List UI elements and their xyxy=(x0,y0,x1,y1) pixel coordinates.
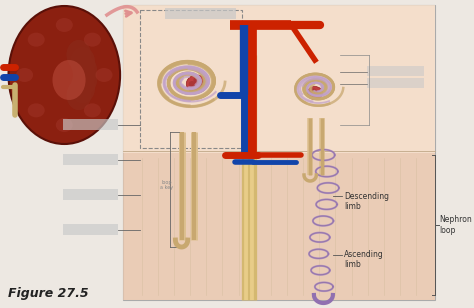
Ellipse shape xyxy=(9,6,120,144)
Ellipse shape xyxy=(186,75,207,93)
Ellipse shape xyxy=(73,64,97,95)
Ellipse shape xyxy=(73,55,97,86)
Ellipse shape xyxy=(307,87,322,99)
Ellipse shape xyxy=(71,73,95,103)
Ellipse shape xyxy=(56,18,73,32)
Text: Nephron
loop: Nephron loop xyxy=(440,215,473,235)
Ellipse shape xyxy=(315,91,320,95)
Ellipse shape xyxy=(56,118,73,132)
Ellipse shape xyxy=(84,33,101,47)
Ellipse shape xyxy=(193,85,200,91)
Ellipse shape xyxy=(189,81,195,87)
Ellipse shape xyxy=(27,33,45,47)
Text: Ascending
limb: Ascending limb xyxy=(344,250,384,270)
Text: loop
a key: loop a key xyxy=(160,180,173,190)
Ellipse shape xyxy=(311,94,316,98)
Bar xyxy=(367,78,424,88)
Ellipse shape xyxy=(84,103,101,117)
Bar xyxy=(165,8,237,19)
Ellipse shape xyxy=(193,77,200,83)
Bar xyxy=(123,5,435,300)
Bar xyxy=(140,10,242,148)
Text: Descending
limb: Descending limb xyxy=(344,192,389,211)
Ellipse shape xyxy=(198,81,205,87)
Bar xyxy=(64,119,118,130)
Bar xyxy=(64,224,118,235)
Bar xyxy=(64,189,118,200)
Ellipse shape xyxy=(16,68,33,82)
Ellipse shape xyxy=(66,40,91,70)
Bar xyxy=(367,66,424,76)
Ellipse shape xyxy=(311,88,316,92)
Bar xyxy=(123,5,435,153)
Ellipse shape xyxy=(66,80,91,110)
Ellipse shape xyxy=(71,47,95,77)
Ellipse shape xyxy=(27,103,45,117)
Bar xyxy=(64,154,118,165)
Bar xyxy=(123,153,435,300)
Ellipse shape xyxy=(95,68,112,82)
Ellipse shape xyxy=(53,60,86,100)
Text: Figure 27.5: Figure 27.5 xyxy=(8,287,88,300)
